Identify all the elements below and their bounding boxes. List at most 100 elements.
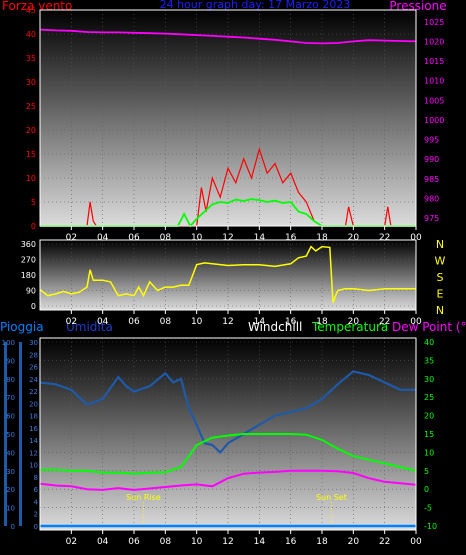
wind-direction-series [39,245,416,303]
temperature-axis-tick-label: 5 [424,467,429,476]
wind-axis-tick-label: 35 [26,54,36,63]
humidity-axis-tick-label: 30 [6,468,15,476]
rain-axis-tick-label: 2 [34,511,38,519]
panel-3-x-tick-label: 04 [97,537,109,547]
temperature-series [40,433,417,475]
panel-2-x-tick-label: 14 [254,317,266,327]
wind-speed-series [40,198,416,228]
rain-axis-tick-label: 24 [29,376,38,384]
pressure-axis-tick-label: 995 [424,136,439,145]
temperature-axis-tick-label: -5 [424,504,432,513]
temperature-axis-tick-label: 35 [424,356,434,365]
panel-1-x-tick-label: 20 [348,233,360,243]
pressure-axis-tick-label: 1010 [424,77,444,86]
rain-axis-tick-label: 14 [29,437,38,445]
humidity-axis-tick-label: 60 [6,413,15,421]
panel-2-x-tick-label: 02 [66,317,77,327]
temperature-axis-tick-label: 0 [424,485,429,494]
humidity-axis-tick-label: 70 [6,394,15,402]
panel-1-x-tick-label: 08 [160,233,172,243]
humidity-axis-tick-label: 20 [6,486,15,494]
rain-axis-tick-label: 8 [34,474,38,482]
rain-axis-tick-label: 30 [29,339,38,347]
direction-axis-tick-label: 360 [21,240,36,249]
rain-axis-tick-label: 20 [29,400,38,408]
direction-axis-tick-label: 0 [31,302,36,311]
rain-axis-tick-label: 18 [29,413,38,421]
temperature-axis-tick-label: 20 [424,412,434,421]
rain-axis-tick-label: 0 [34,523,38,531]
compass-label: N [436,238,444,251]
wind-axis-tick-label: 5 [31,198,36,207]
chart-title: 24 hour graph day: 17 Marzo 2023 [160,0,351,11]
temperature-axis-tick-label: 15 [424,430,434,439]
humidity-axis-tick-label: 10 [6,505,15,513]
panel-3-x-tick-label: 08 [160,537,172,547]
panel-2-x-tick-label: 18 [316,317,328,327]
temperature-axis-tick-label: 25 [424,393,434,402]
rain-axis-title: Pioggia [0,320,44,334]
rain-axis-tick-label: 4 [34,498,39,506]
panel-3-x-tick-label: 06 [128,537,140,547]
panel-2-x-tick-label: 10 [191,317,203,327]
pressure-axis-tick-label: 1005 [424,96,444,105]
panel-1-x-tick-label: 22 [379,233,390,243]
legend-temperatura: Temperatura [311,320,388,334]
panel-3-x-tick-label: 18 [316,537,328,547]
rain-axis-tick-label: 22 [29,388,38,396]
panel-2-x-tick-label: 22 [379,317,390,327]
pressure-axis-tick-label: 980 [424,195,439,204]
wind-axis-tick-label: 10 [26,174,36,183]
panel-3-x-tick-label: 16 [285,537,297,547]
temperature-axis-tick-label: 10 [424,448,434,457]
temperature-axis-tick-label: 30 [424,375,434,384]
sun-marker-label: Sun Rise [126,493,161,502]
legend-dewpoint: Dew Point (°C) [392,320,466,334]
panel-2-x-tick-label: 12 [222,317,233,327]
rain-axis-tick-label: 16 [29,425,38,433]
panel-1-x-tick-label: 00 [410,233,422,243]
wind-axis-tick-label: 20 [26,126,36,135]
wind-axis-tick-label: 45 [26,6,36,15]
legend-windchill: Windchill [248,320,302,334]
humidity-axis-tick-label: 40 [6,449,15,457]
wind-axis-tick-label: 0 [31,222,36,231]
pressure-axis-tick-label: 990 [424,155,439,164]
pressure-series [39,28,417,45]
rain-axis-tick-label: 26 [29,364,38,372]
panel-2-x-tick-label: 06 [128,317,140,327]
humidity-axis-tick-label: 50 [6,431,15,439]
rain-axis-tick-label: 28 [29,351,38,359]
compass-label: E [437,288,444,301]
panel-1-x-tick-label: 12 [222,233,233,243]
panel-3-x-tick-label: 00 [410,537,422,547]
humidity-axis-tick-label: 90 [6,357,15,365]
humidity-axis-title: Umidita [66,320,113,334]
wind-axis-tick-label: 15 [26,150,36,159]
pressure-axis-tick-label: 975 [424,214,439,223]
pressure-axis-tick-label: 985 [424,175,439,184]
compass-label: W [435,255,446,268]
panel-2-x-tick-label: 04 [97,317,109,327]
wind-axis-title: Forza vento [2,0,72,13]
rain-axis-tick-label: 6 [34,486,39,494]
panel-1-x-tick-label: 06 [128,233,140,243]
panel-1-x-tick-label: 18 [316,233,328,243]
pressure-axis-tick-label: 1020 [424,37,444,46]
compass-label: N [436,304,444,317]
panel-3-x-tick-label: 14 [254,537,266,547]
humidity-axis-tick-label: 100 [2,339,15,347]
panel-2-x-tick-label: 16 [285,317,297,327]
panel-3-x-tick-label: 02 [66,537,77,547]
pressure-axis-tick-label: 1000 [424,116,444,125]
humidity-axis-bar [19,342,22,526]
pressure-axis-tick-label: 1025 [424,18,444,27]
panel-1-x-tick-label: 04 [97,233,109,243]
humidity-axis-tick-label: 0 [11,523,15,531]
panel-1-x-tick-label: 10 [191,233,203,243]
panel-3-x-tick-label: 10 [191,537,203,547]
compass-label: S [437,271,444,284]
direction-axis-tick-label: 90 [26,287,36,296]
humidity-series [39,370,416,454]
